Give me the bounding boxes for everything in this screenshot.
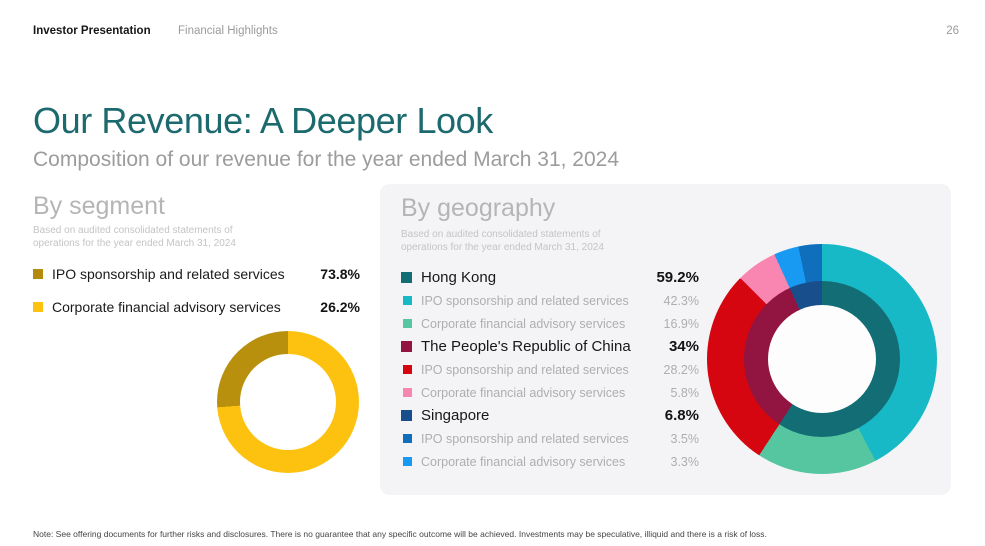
segment-donut-chart — [217, 331, 359, 473]
legend-swatch — [33, 268, 43, 279]
legend-swatch — [401, 410, 412, 421]
legend-value: 42.3% — [663, 293, 699, 308]
slide-subtitle: Composition of our revenue for the year … — [33, 148, 620, 171]
legend-swatch — [403, 365, 412, 374]
legend-value: 5.8% — [670, 385, 700, 400]
legend-label: Corporate financial advisory services — [421, 454, 626, 469]
legend-value: 3.5% — [670, 431, 700, 446]
segment-caption: Based on audited consolidated statements… — [33, 225, 236, 249]
brand-label: Investor Presentation — [33, 25, 151, 37]
legend-value: 26.2% — [320, 298, 360, 315]
donut-hole — [240, 354, 336, 450]
segment-heading: By segment — [33, 192, 166, 220]
legend-value: 73.8% — [320, 265, 360, 282]
legend-label: The People's Republic of China — [421, 338, 631, 355]
legend-row-china: The People's Republic of China 34% — [401, 338, 699, 355]
legend-row: Corporate financial advisory services 26… — [33, 298, 360, 315]
legend-value: 59.2% — [656, 269, 699, 286]
legend-label: Corporate financial advisory services — [421, 385, 626, 400]
legend-swatch — [33, 301, 43, 312]
legend-label: IPO sponsorship and related services — [52, 265, 285, 282]
footnote: Note: See offering documents for further… — [33, 529, 767, 539]
legend-row: IPO sponsorship and related services 73.… — [33, 265, 360, 282]
legend-label: Corporate financial advisory services — [421, 316, 626, 331]
geography-caption: Based on audited consolidated statements… — [401, 229, 604, 253]
donut-hole — [768, 305, 876, 413]
legend-swatch — [403, 319, 412, 328]
legend-swatch — [403, 388, 412, 397]
legend-row: IPO sponsorship and related services 42.… — [401, 292, 699, 309]
legend-swatch — [403, 457, 412, 466]
legend-label: IPO sponsorship and related services — [421, 362, 629, 377]
legend-value: 6.8% — [664, 407, 699, 424]
geography-heading: By geography — [401, 194, 556, 222]
legend-label: Singapore — [421, 407, 490, 424]
geography-legend: Hong Kong 59.2% IPO sponsorship and rela… — [401, 265, 699, 476]
legend-row-singapore: Singapore 6.8% — [401, 407, 699, 424]
segment-legend: IPO sponsorship and related services 73.… — [33, 265, 360, 331]
legend-row: IPO sponsorship and related services 28.… — [401, 361, 699, 378]
slide-title: Our Revenue: A Deeper Look — [33, 100, 493, 141]
legend-label: IPO sponsorship and related services — [421, 431, 629, 446]
section-label: Financial Highlights — [178, 25, 278, 37]
legend-value: 16.9% — [663, 316, 699, 331]
legend-row: Corporate financial advisory services 3.… — [401, 453, 699, 470]
geography-donut-chart — [707, 244, 937, 474]
legend-label: Corporate financial advisory services — [52, 298, 281, 315]
legend-value: 28.2% — [663, 362, 699, 377]
page-number: 26 — [946, 25, 959, 37]
legend-row: Corporate financial advisory services 16… — [401, 315, 699, 332]
legend-swatch — [401, 272, 412, 283]
legend-value: 34% — [668, 338, 699, 355]
legend-label: IPO sponsorship and related services — [421, 293, 629, 308]
legend-label: Hong Kong — [421, 269, 497, 286]
legend-swatch — [401, 341, 412, 352]
legend-swatch — [403, 434, 412, 443]
legend-swatch — [403, 296, 412, 305]
legend-row-hong-kong: Hong Kong 59.2% — [401, 269, 699, 286]
legend-row: Corporate financial advisory services 5.… — [401, 384, 699, 401]
legend-value: 3.3% — [670, 454, 700, 469]
geography-panel: By geography Based on audited consolidat… — [380, 184, 951, 495]
legend-row: IPO sponsorship and related services 3.5… — [401, 430, 699, 447]
